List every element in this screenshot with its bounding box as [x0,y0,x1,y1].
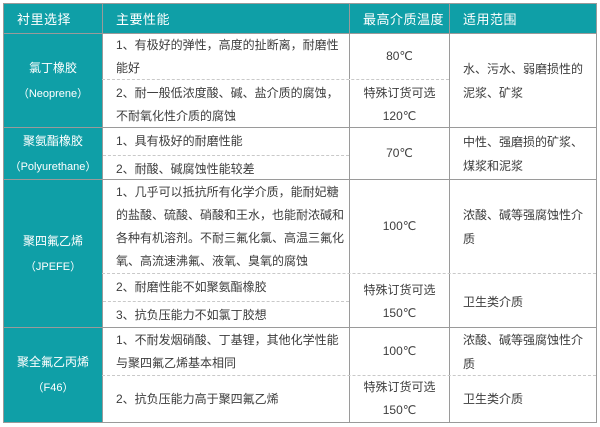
header-cell-performance: 主要性能 [102,4,349,33]
sub-row: 1、有极好的弹性，高度的扯断离，耐磨性能好 80℃ [102,34,449,79]
table-row-jpefe: 聚四氟乙烯 （JPEFE） 1、几乎可以抵抗所有化学介质，能耐妃糖的盐酸、硫酸、… [4,179,596,329]
performance-temp-scope-block: 1、不耐发烟硝酸、丁基锂，其他化学性能与聚四氟乙烯基本相同 100℃ 浓酸、碱等… [102,328,596,422]
temperature-cell: 100℃ [349,180,449,273]
temperature-value: 70℃ [386,146,413,160]
temperature-value: 120℃ [382,109,417,123]
temperature-value: 150℃ [382,403,417,417]
material-name: 聚氨酯橡胶 [22,133,83,148]
material-name: 氯丁橡胶 [28,60,77,75]
material-name: 聚四氟乙烯 [22,233,83,248]
header-cell-lining: 衬里选择 [17,12,72,27]
material-code: （JPEFE） [24,260,82,273]
material-name: 聚全氟乙丙烯 [16,355,89,369]
performance-block: 2、耐磨性能不如聚氨酯橡胶 3、抗负压能力不如氯丁胶想 [102,274,349,329]
temperature-cell: 80℃ [349,34,449,79]
temperature-value: 80℃ [386,49,413,63]
scope-cell: 浓酸、碱等强腐蚀性介质 [449,328,596,375]
material-cell: 聚全氟乙丙烯 （F46） [4,328,102,422]
scope-cell: 卫生类介质 [449,274,596,329]
performance-item: 2、耐磨性能不如聚氨酯橡胶 [116,280,267,294]
temperature-value: 150℃ [382,305,417,320]
table-row-polyurethane: 聚氨酯橡胶 （Polyurethane） 1、具有极好的耐磨性能 2、耐酸、碱腐… [4,127,596,179]
performance-item: 3、抗负压能力不如氯丁胶想 [103,301,349,329]
table-row-neoprene: 氯丁橡胶 （Neoprene） 1、有极好的弹性，高度的扯断离，耐磨性能好 80… [4,33,596,130]
performance-item: 1、几乎可以抵抗所有化学介质，能耐妃糖的盐酸、硫酸、硝酸和王水，也能耐浓碱和各种… [102,180,349,273]
performance-item: 1、不耐发烟硝酸、丁基锂，其他化学性能与聚四氟乙烯基本相同 [102,328,349,375]
material-code: （Neoprene） [17,87,89,100]
temperature-value: 100℃ [382,219,417,233]
temperature-cell: 70℃ [349,128,449,179]
material-cell: 聚氨酯橡胶 （Polyurethane） [4,128,102,179]
performance-item: 1、有极好的弹性，高度的扯断离，耐磨性能好 [102,34,349,79]
performance-temp-scope-block: 1、几乎可以抵抗所有化学介质，能耐妃糖的盐酸、硫酸、硝酸和王水，也能耐浓碱和各种… [102,180,596,329]
material-cell: 聚四氟乙烯 （JPEFE） [4,180,102,327]
header-cell-scope: 适用范围 [449,4,596,33]
sub-row: 2、耐磨性能不如聚氨酯橡胶 3、抗负压能力不如氯丁胶想 特殊订货可选 150℃ … [102,273,596,329]
header-row: 衬里选择 主要性能 最高介质温度 适用范围 [4,4,596,33]
temperature-note: 特殊订货可选 [363,380,436,394]
temperature-cell: 特殊订货可选 150℃ [349,376,449,422]
sub-row: 1、几乎可以抵抗所有化学介质，能耐妃糖的盐酸、硫酸、硝酸和王水，也能耐浓碱和各种… [102,180,596,273]
material-code: （F46） [32,382,74,394]
sub-row: 1、不耐发烟硝酸、丁基锂，其他化学性能与聚四氟乙烯基本相同 100℃ 浓酸、碱等… [102,328,596,375]
sub-row: 2、耐一般低浓度酸、碱、盐介质的腐蚀，不耐氧化性介质的腐蚀 特殊订货可选 120… [102,79,449,130]
temperature-value: 100℃ [382,344,417,358]
scope-cell: 卫生类介质 [449,376,596,422]
temperature-note: 特殊订货可选 [363,282,436,297]
table-row-f46: 聚全氟乙丙烯 （F46） 1、不耐发烟硝酸、丁基锂，其他化学性能与聚四氟乙烯基本… [4,327,596,422]
lining-selection-table: 衬里选择 主要性能 最高介质温度 适用范围 氯丁橡胶 （Neoprene） 1、… [3,3,597,423]
scope-cell: 中性、强磨损的矿浆、煤浆和泥浆 [449,128,596,179]
temperature-note: 特殊订货可选 [363,86,436,100]
temperature-cell: 特殊订货可选 120℃ [349,80,449,130]
scope-cell: 浓酸、碱等强腐蚀性介质 [449,180,596,273]
scope-cell: 水、污水、弱磨损性的泥浆、矿浆 [449,34,596,127]
sub-row: 2、抗负压能力高于聚四氟乙烯 特殊订货可选 150℃ 卫生类介质 [102,375,596,422]
performance-item: 2、耐一般低浓度酸、碱、盐介质的腐蚀，不耐氧化性介质的腐蚀 [102,80,349,130]
performance-item: 1、具有极好的耐磨性能 [116,134,243,148]
performance-item: 2、耐酸、碱腐蚀性能较差 [103,155,349,183]
temperature-cell: 100℃ [349,328,449,375]
performance-item: 2、抗负压能力高于聚四氟乙烯 [102,376,349,422]
material-code: （Polyurethane） [9,160,97,173]
header-cell-max-temp: 最高介质温度 [349,4,449,33]
performance-block: 1、具有极好的耐磨性能 2、耐酸、碱腐蚀性能较差 [102,128,349,179]
temperature-cell: 特殊订货可选 150℃ [349,274,449,329]
material-cell: 氯丁橡胶 （Neoprene） [4,34,102,127]
performance-temp-block: 1、有极好的弹性，高度的扯断离，耐磨性能好 80℃ 2、耐一般低浓度酸、碱、盐介… [102,34,449,130]
